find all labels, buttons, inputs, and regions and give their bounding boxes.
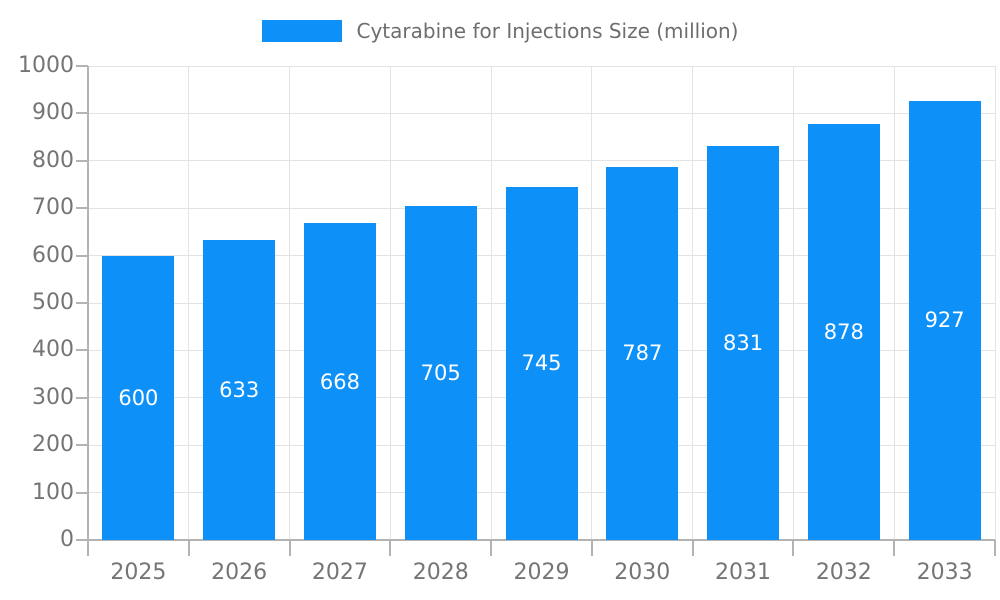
y-axis-tick-label: 100 [32,479,74,505]
x-gridline [893,66,895,540]
x-axis-tick-label: 2031 [715,560,772,585]
x-gridline [792,66,794,540]
x-axis-tick [994,540,996,556]
x-axis-tick [590,540,593,556]
x-axis-tick-label: 2026 [211,560,268,585]
bar-2029[interactable] [505,186,578,540]
bar-value-label: 668 [319,369,360,394]
bar-value-label: 745 [521,351,562,376]
y-axis-tick-label: 700 [32,195,74,221]
x-axis-tick [490,540,493,556]
y-axis-tick-label: 1000 [18,53,74,78]
y-axis-tick [76,254,88,257]
x-axis-tick-label: 2027 [311,560,368,585]
bar-value-label: 633 [219,377,260,402]
y-axis-tick-label: 200 [32,432,74,458]
bar-2032[interactable] [807,123,880,540]
x-gridline [289,66,291,540]
y-axis-tick-label: 400 [32,337,74,363]
x-axis-tick [792,540,795,556]
y-axis-tick [76,65,88,67]
x-axis-line [87,539,995,541]
bar-2027[interactable] [303,223,376,540]
x-axis-tick [893,540,896,556]
bar-value-label: 787 [622,341,663,366]
x-axis-tick [87,540,89,556]
y-axis-tick-label: 600 [32,242,74,268]
x-axis-tick-label: 2033 [916,560,973,585]
x-gridline [188,66,190,540]
x-axis-tick [288,540,291,556]
y-axis-tick [76,302,88,304]
y-axis-tick [76,349,88,352]
x-gridline [692,66,694,540]
bar-2030[interactable] [606,166,679,540]
y-axis-tick [76,396,88,399]
bar-value-label: 927 [924,308,965,333]
x-gridline [994,66,996,540]
y-gridline [88,160,995,162]
y-axis-tick-label: 900 [32,100,74,126]
y-axis-tick-label: 800 [32,147,74,173]
y-axis-tick-label: 300 [32,384,74,410]
bar-value-label: 878 [823,319,864,344]
bar-2028[interactable] [404,205,477,540]
bar-2031[interactable] [707,146,780,540]
x-gridline [591,66,593,540]
x-axis-tick [389,540,392,556]
legend-swatch [261,20,342,42]
x-axis-tick-label: 2030 [614,560,671,585]
bar-2025[interactable] [102,255,175,540]
x-gridline [490,66,492,540]
y-axis-tick [76,159,88,162]
x-gridline [389,66,391,540]
legend-label: Cytarabine for Injections Size (million) [356,19,739,43]
x-axis-tick [691,540,694,556]
bar-2026[interactable] [203,239,276,540]
y-axis-tick [76,207,88,210]
x-axis-tick-label: 2029 [513,560,570,585]
y-axis-line [87,66,89,542]
bar-value-label: 600 [118,385,159,410]
y-axis-tick [76,112,88,115]
y-axis-tick [76,491,88,494]
x-axis-tick-label: 2028 [412,560,469,585]
legend[interactable]: Cytarabine for Injections Size (million) [0,19,1000,43]
x-axis-tick-label: 2025 [110,560,167,585]
y-gridline [88,112,995,114]
y-axis-tick-label: 500 [32,290,74,315]
bar-value-label: 831 [723,331,764,356]
y-axis-tick [76,539,88,541]
bar-value-label: 705 [420,360,461,385]
y-gridline [88,65,995,67]
bar-2033[interactable] [908,100,981,540]
x-axis-tick-label: 2032 [815,560,872,585]
x-axis-tick [187,540,190,556]
y-axis-tick [76,444,88,447]
y-axis-tick-label: 0 [60,527,74,552]
